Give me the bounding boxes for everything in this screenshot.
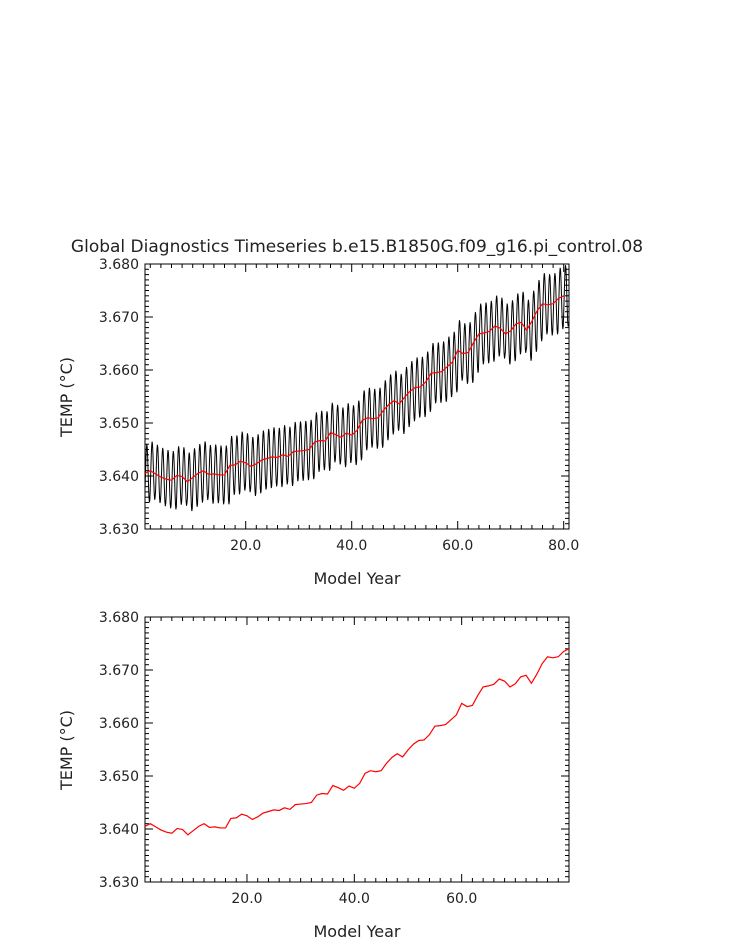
y-tick-label: 3.630 [99,522,139,538]
chart-title: Global Diagnostics Timeseries b.e15.B185… [71,237,643,257]
y-tick-label: 3.660 [99,716,139,732]
x-tick-label: 60.0 [446,891,477,907]
bottom-series [144,648,570,836]
x-tick-label: 20.0 [231,891,262,907]
top-panel: 3.630 3.640 3.650 3.660 3.670 3.680 20.0 40.0 6… [57,257,579,588]
bottom-plot-frame [144,616,570,883]
y-tick-label: 3.660 [99,363,139,379]
bottom-y-axis-label: TEMP (°C) [57,710,76,791]
top-x-ticks: 20.0 40.0 60.0 80.0 [149,264,579,554]
y-tick-label: 3.680 [99,257,139,273]
y-tick-label: 3.640 [99,469,139,485]
top-y-ticks: 3.630 3.640 3.650 3.660 3.670 3.680 [99,257,569,538]
x-tick-label: 60.0 [442,538,473,554]
y-tick-label: 3.640 [99,822,139,838]
annual-mean-line [144,295,564,483]
x-tick-label: 40.0 [339,891,370,907]
y-tick-label: 3.680 [99,610,139,626]
x-tick-label: 80.0 [548,538,579,554]
top-y-axis-label: TEMP (°C) [57,357,76,438]
monthly-line [144,265,570,512]
bottom-x-axis-label: Model Year [314,922,401,941]
x-tick-label: 40.0 [336,538,367,554]
x-tick-label: 20.0 [230,538,261,554]
bottom-x-ticks: 20.0 40.0 60.0 [149,617,570,907]
top-x-axis-label: Model Year [314,569,401,588]
bottom-y-ticks: 3.630 3.640 3.650 3.660 3.670 3.680 [99,610,569,891]
annual-mean-line [144,648,570,836]
bottom-panel: 3.630 3.640 3.650 3.660 3.670 3.680 20.0 40.0 6… [57,610,570,941]
y-tick-label: 3.650 [99,416,139,432]
y-tick-label: 3.630 [99,875,139,891]
y-tick-label: 3.670 [99,310,139,326]
y-tick-label: 3.670 [99,663,139,679]
top-series [144,265,570,512]
y-tick-label: 3.650 [99,769,139,785]
